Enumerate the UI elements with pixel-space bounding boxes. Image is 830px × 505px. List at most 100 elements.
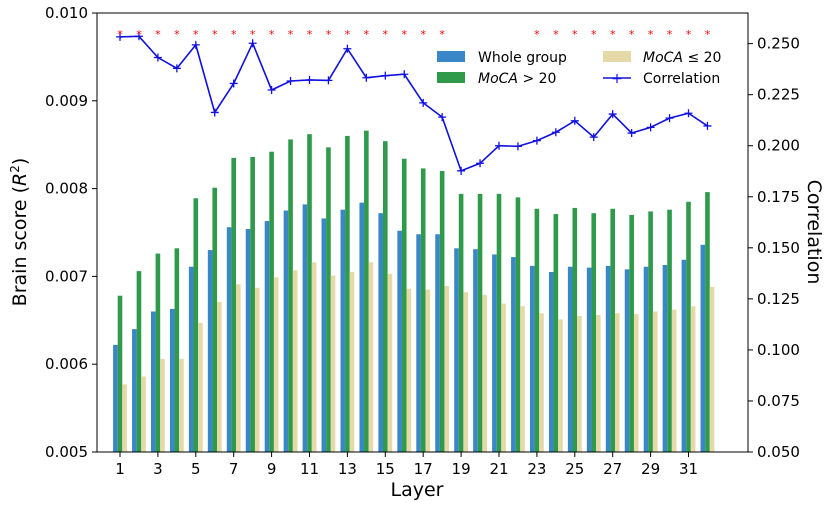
bar-moca-le [141,376,146,452]
correlation-point [210,108,219,117]
bar-whole-group [681,259,687,452]
bar-whole-group [283,210,289,452]
correlation-point [305,75,314,84]
bar-moca-gt [212,187,218,452]
bar-moca-le [444,286,450,452]
x-tick-label: 13 [338,460,357,478]
correlation-point [267,85,276,94]
y-right-tick-label: 0.150 [757,239,800,257]
bar-moca-le [179,358,184,452]
bar-moca-le [596,315,601,452]
correlation-point [324,76,333,85]
legend-label-correlation: Correlation [643,71,720,87]
correlation-point [608,110,617,119]
bar-moca-le [198,322,203,452]
bar-moca-gt [117,295,123,452]
correlation-point [134,32,143,41]
bar-moca-gt [515,197,521,452]
x-tick-label: 29 [641,460,660,478]
bar-whole-group [397,230,402,452]
significance-markers-group: * * * * * * * * * * * * * * * * * * * * * * * * * * * * [117,28,710,41]
significance-star: * [155,28,161,41]
x-tick-label: 27 [603,460,622,478]
significance-star: * [402,28,408,41]
bar-moca-gt [345,135,350,453]
significance-star: * [117,28,123,41]
correlation-point [116,32,124,41]
significance-star: * [534,28,540,41]
bar-moca-le [160,358,165,452]
plot-frame [96,12,749,453]
significance-star: * [345,28,351,41]
correlation-point [286,76,295,85]
x-tick-label: 15 [376,460,395,478]
correlation-point [381,71,390,80]
bar-whole-group [530,265,535,452]
correlation-point [684,109,693,118]
bar-moca-le [425,289,431,452]
bar-moca-le [273,277,279,452]
significance-star: * [553,28,559,41]
bar-moca-le [387,273,393,452]
bar-moca-gt [686,201,691,452]
bar-moca-le [690,306,696,452]
bars-group [113,130,715,453]
bar-whole-group [567,266,573,452]
bar-moca-gt [648,211,653,452]
bar-moca-gt [383,141,388,452]
x-tick-label: 1 [115,460,125,478]
correlation-point [172,64,181,73]
significance-star: * [383,28,389,41]
bar-moca-gt [174,248,180,452]
legend: Whole group MoCA > 20 MoCA ≤ 20 + Correl… [437,50,721,87]
correlation-point [400,70,409,79]
correlation-point [191,40,200,49]
correlation-point [229,79,238,88]
bar-moca-gt [572,207,578,452]
x-tick-label: 23 [527,460,546,478]
bar-moca-gt [401,158,407,452]
legend-swatch-moca-le [603,51,631,62]
bar-moca-le [406,288,412,452]
x-tick-label: 25 [565,460,584,478]
correlation-point [589,133,598,142]
bar-moca-le [709,286,715,452]
y-right-tick-label: 0.175 [757,188,800,206]
y-right-tick-label: 0.050 [757,443,800,461]
y-axis-right: 0.050 0.075 0.100 0.125 0.150 0.175 0.200 0.225… [748,35,800,461]
bar-whole-group [340,209,346,452]
bar-moca-gt [326,147,331,452]
bar-whole-group [207,250,213,452]
bar-moca-gt [269,151,274,452]
correlation-point [438,113,447,122]
significance-star: * [307,28,313,41]
correlation-point [551,128,560,137]
legend-label-moca-gt: MoCA > 20 [478,71,556,87]
correlation-point [343,44,352,53]
bar-moca-le [217,301,222,452]
bar-whole-group [454,248,459,452]
legend-swatch-whole-group [437,51,465,62]
correlation-point [665,114,674,123]
bar-moca-le [463,292,468,452]
y-axis-left-label: Brain score (R2) [8,158,31,307]
x-tick-label: 31 [679,460,698,478]
significance-star: * [250,28,256,41]
y-axis-right-label: Correlation [803,180,825,285]
bar-whole-group [321,218,327,452]
bar-whole-group [662,264,668,452]
x-tick-label: 7 [229,460,239,478]
y-right-tick-label: 0.125 [757,290,800,308]
correlation-point [457,166,466,175]
bar-moca-gt [591,213,597,452]
y-left-tick-label: 0.007 [45,267,88,285]
significance-star: * [667,28,673,41]
bar-moca-le [368,262,374,452]
x-tick-label: 5 [191,460,201,478]
bar-moca-gt [155,253,161,452]
bar-moca-le [122,384,127,452]
bar-moca-le [501,303,506,452]
bar-whole-group [624,269,630,452]
bar-whole-group [511,257,516,452]
x-tick-label: 19 [452,460,471,478]
